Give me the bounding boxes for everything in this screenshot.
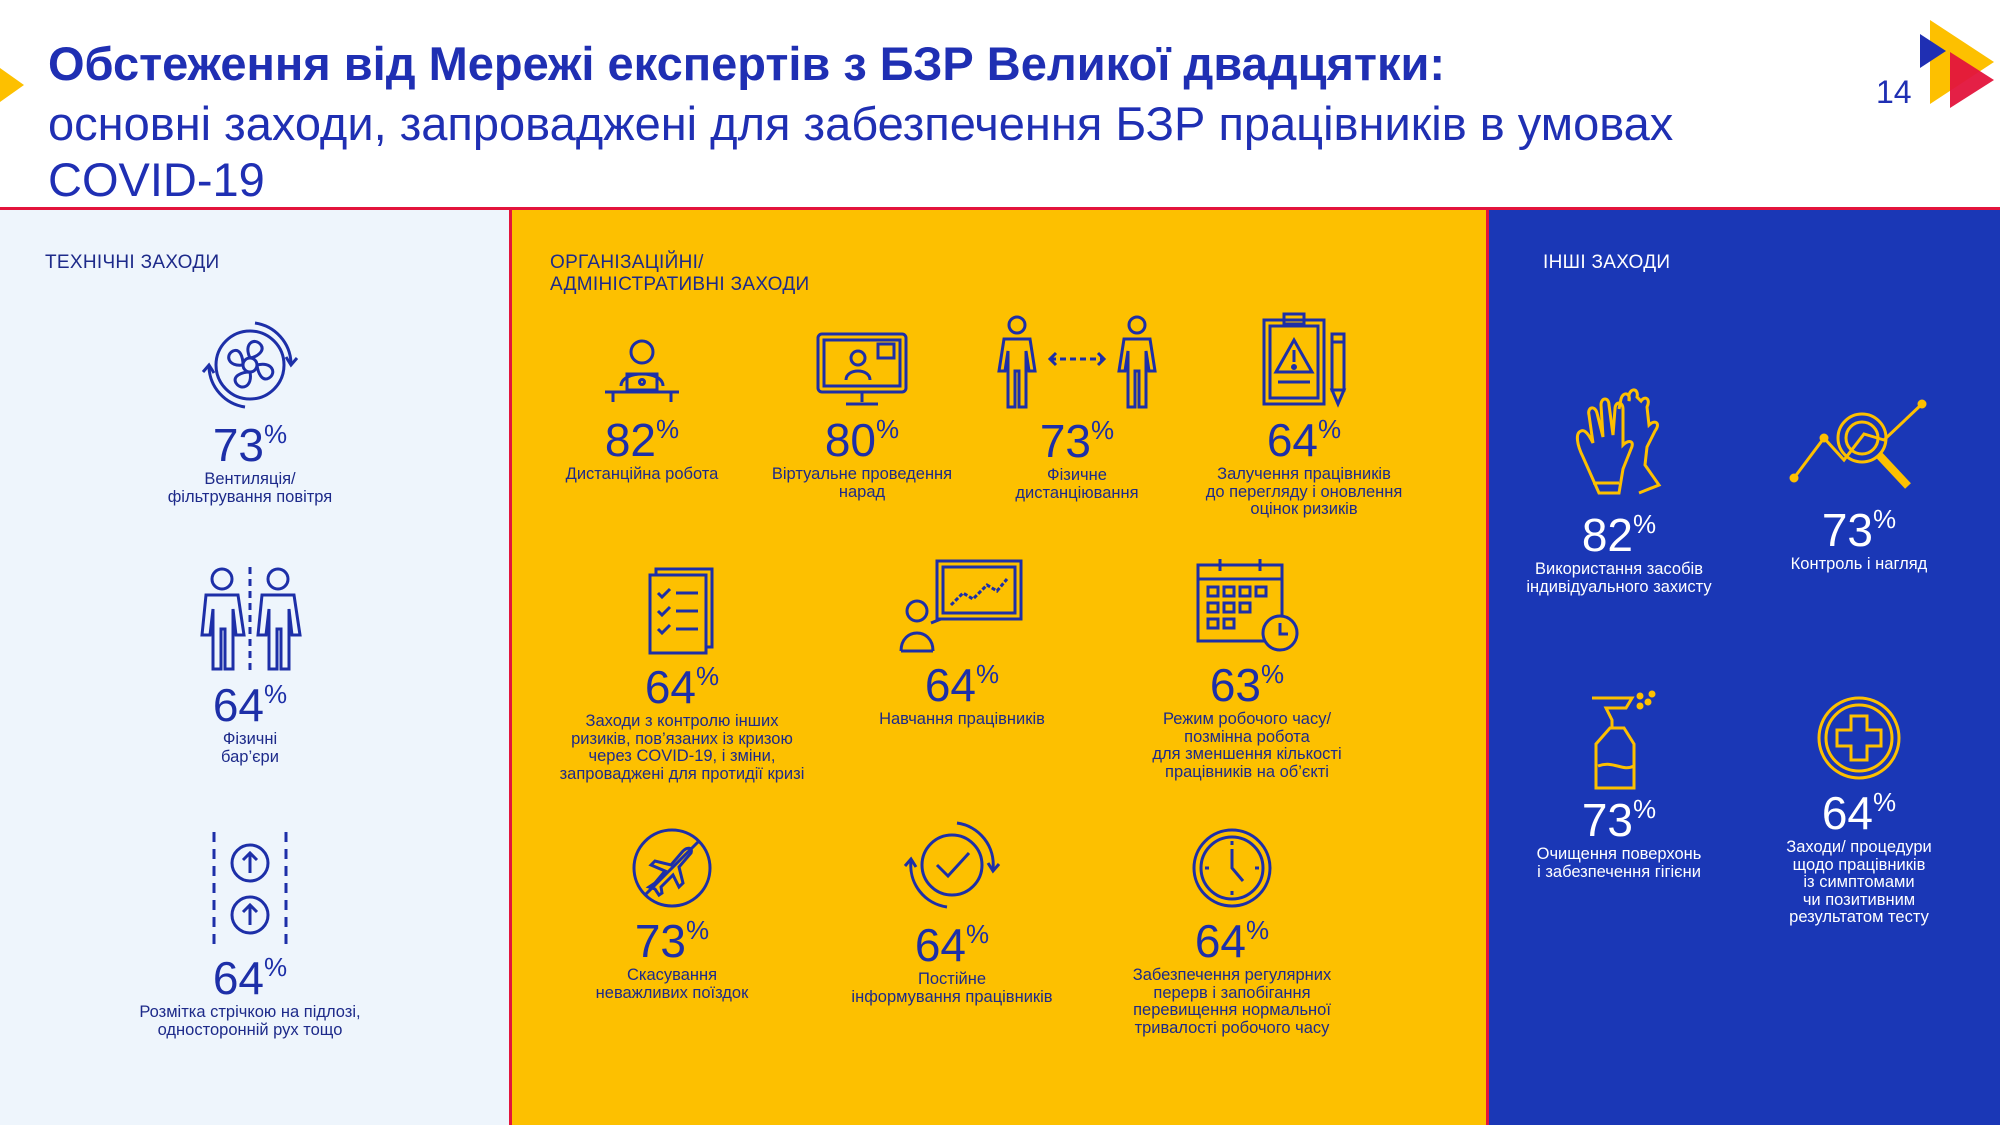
no-travel-percentage: 73%: [634, 915, 710, 967]
virtual-meeting-icon: [816, 332, 908, 406]
org-item-distancing: 73% Фізичне дистанціювання: [972, 315, 1182, 502]
virtual-meetings-label: Віртуальне проведення нарад: [771, 465, 953, 501]
breaks-label: Забезпечення регулярних перерв і запобіг…: [1132, 966, 1332, 1037]
ventilation-fan-icon: [201, 321, 299, 409]
page-subtitle-line2: COVID-19: [48, 153, 265, 206]
technical-item-barriers: 64% Фізичні бар’єри: [100, 565, 400, 766]
monitoring-percentage: 73%: [1821, 504, 1897, 556]
logo-triangles-icon: [1920, 20, 1994, 108]
working-time-label: Режим робочого часу/ позмінна робота для…: [1152, 710, 1342, 781]
technical-section-title: ТЕХНІЧНІ ЗАХОДИ: [45, 252, 220, 273]
page-subtitle-line1: основні заходи, запроваджені для забезпе…: [48, 97, 1674, 150]
remote-work-label: Дистанційна робота: [565, 465, 719, 483]
ventilation-label: Вентиляція/ фільтрування повітря: [167, 470, 333, 506]
org-item-training: 64% Навчання працівників: [862, 555, 1062, 729]
training-label: Навчання працівників: [879, 710, 1045, 728]
training-percentage: 64%: [924, 659, 1000, 711]
training-icon: [899, 559, 1023, 653]
other-section-title: ІНШІ ЗАХОДИ: [1543, 252, 1671, 273]
technical-item-floor-marking: 64% Розмітка стрічкою на підлозі, одност…: [90, 830, 410, 1039]
ppe-label: Використання засобів індивідуального зах…: [1526, 560, 1712, 596]
header-divider: [0, 207, 2000, 210]
cleaning-percentage: 73%: [1581, 794, 1657, 846]
organizational-measures-panel: ОРГАНІЗАЦІЙНІ/ АДМІНІСТРАТИВНІ ЗАХОДИ 82…: [509, 210, 1489, 1125]
remote-work-percentage: 82%: [604, 414, 680, 466]
risk-control-label: Заходи з контролю інших ризиків, пов’яза…: [559, 712, 805, 783]
technical-item-ventilation: 73% Вентиляція/ фільтрування повітря: [100, 315, 400, 506]
breaks-percentage: 64%: [1194, 915, 1270, 967]
calendar-clock-icon: [1196, 559, 1299, 652]
physical-distancing-icon: [997, 315, 1157, 409]
org-item-informing: 64% Постійне інформування працівників: [827, 815, 1077, 1006]
symptoms-label: Заходи/ процедури щодо працівників із си…: [1786, 838, 1932, 926]
page-number: 14: [1876, 74, 1912, 110]
physical-barrier-icon: [200, 567, 302, 673]
no-travel-icon: [632, 828, 712, 908]
distancing-label: Фізичне дистанціювання: [1015, 466, 1139, 502]
monitoring-label: Контроль і нагляд: [1790, 555, 1928, 573]
floor-marking-percentage: 64%: [212, 952, 288, 1004]
risk-assessment-icon: [1262, 312, 1347, 408]
barriers-percentage: 64%: [212, 679, 288, 731]
barriers-label: Фізичні бар’єри: [221, 730, 279, 766]
cleaning-label: Очищення поверхонь і забезпечення гігієн…: [1536, 845, 1702, 881]
technical-measures-panel: ТЕХНІЧНІ ЗАХОДИ 73% Вентиляція/ фільтрув…: [0, 210, 509, 1125]
risk-control-percentage: 64%: [644, 661, 720, 713]
risk-assessment-percentage: 64%: [1266, 414, 1342, 466]
org-item-risk-assessment: 64% Залучення працівників до перегляду і…: [1184, 310, 1424, 519]
working-time-percentage: 63%: [1209, 659, 1285, 711]
org-item-no-travel: 73% Скасування неважливих поїздок: [562, 825, 782, 1002]
gloves-icon: [1575, 388, 1662, 495]
remote-work-icon: [605, 339, 679, 402]
symptoms-percentage: 64%: [1821, 787, 1897, 839]
other-measures-panel: ІНШІ ЗАХОДИ 82% Використання засобів інд…: [1489, 210, 2000, 1125]
no-travel-label: Скасування неважливих поїздок: [595, 966, 749, 1002]
organizational-section-title: ОРГАНІЗАЦІЙНІ/ АДМІНІСТРАТИВНІ ЗАХОДИ: [550, 252, 810, 295]
ppe-percentage: 82%: [1581, 509, 1657, 561]
distancing-percentage: 73%: [1039, 415, 1115, 467]
risk-assessment-label: Залучення працівників до перегляду і оно…: [1205, 465, 1403, 518]
other-item-ppe: 82% Використання засобів індивідуального…: [1519, 385, 1719, 596]
other-item-monitoring: 73% Контроль і нагляд: [1759, 390, 1959, 574]
other-item-cleaning: 73% Очищення поверхонь і забезпечення гі…: [1519, 690, 1719, 881]
medical-cross-icon: [1817, 696, 1901, 780]
virtual-meetings-percentage: 80%: [824, 414, 900, 466]
floor-marking-label: Розмітка стрічкою на підлозі, односторон…: [139, 1003, 361, 1039]
org-item-breaks: 64% Забезпечення регулярних перерв і зап…: [1112, 825, 1352, 1037]
checklist-icon: [648, 567, 714, 655]
other-item-symptoms: 64% Заходи/ процедури щодо працівників і…: [1759, 693, 1959, 927]
org-item-working-time: 63% Режим робочого часу/ позмінна робота…: [1132, 555, 1362, 781]
org-item-virtual-meetings: 80% Віртуальне проведення нарад: [757, 330, 967, 501]
floor-marking-icon: [212, 832, 288, 946]
left-arrow-decoration-icon: [0, 68, 24, 102]
page-title: Обстеження від Мережі експертів з БЗР Ве…: [48, 37, 1446, 90]
spray-bottle-icon: [1592, 690, 1656, 790]
org-item-remote-work: 82% Дистанційна робота: [532, 330, 752, 484]
org-item-risk-control: 64% Заходи з контролю інших ризиків, пов…: [552, 565, 812, 783]
clock-icon: [1192, 828, 1272, 908]
header: Обстеження від Мережі експертів з БЗР Ве…: [0, 0, 2000, 207]
ventilation-percentage: 73%: [212, 419, 288, 471]
monitoring-chart-icon: [1789, 399, 1927, 489]
informing-percentage: 64%: [914, 919, 990, 971]
check-refresh-icon: [903, 821, 1001, 909]
informing-label: Постійне інформування працівників: [851, 970, 1053, 1006]
